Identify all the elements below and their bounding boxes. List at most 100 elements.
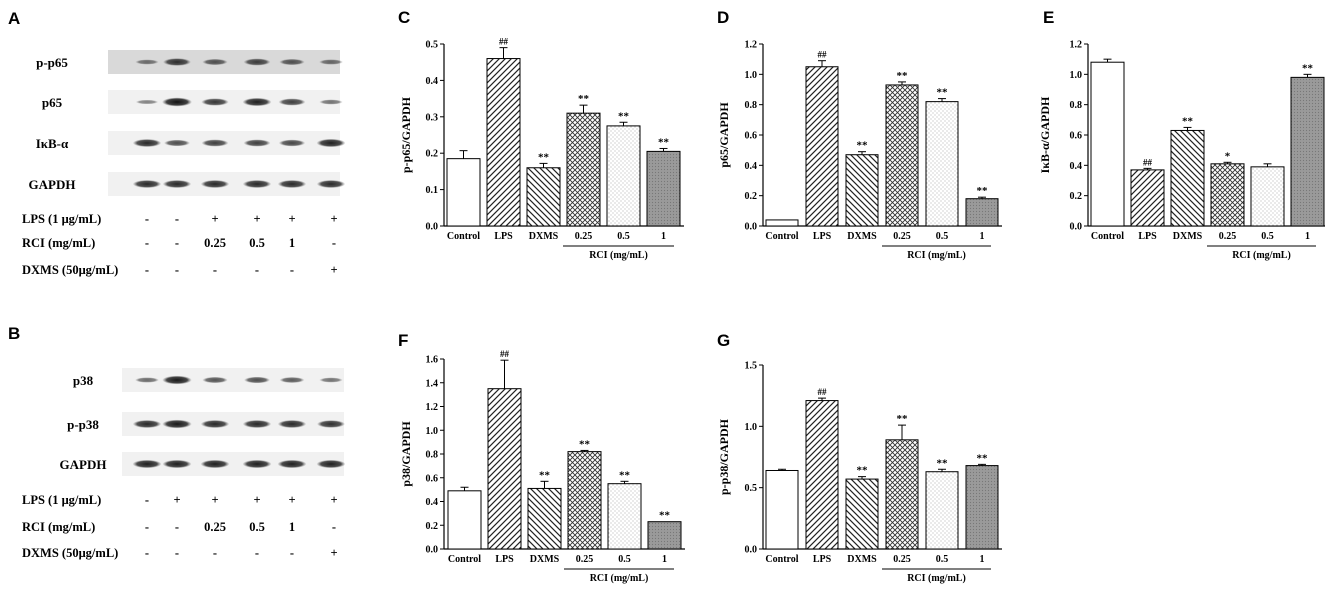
blot-label: p65 — [42, 95, 63, 110]
blot-band — [132, 419, 162, 429]
significance-label: ** — [857, 465, 869, 477]
bar — [447, 490, 482, 550]
bar — [1210, 163, 1245, 227]
significance-label: ## — [499, 37, 509, 47]
condition-value: - — [145, 546, 149, 560]
x-tick-label: 0.5 — [1261, 231, 1274, 242]
blot-band — [200, 419, 230, 429]
x-tick-label: Control — [448, 554, 481, 565]
y-tick-label: 0.5 — [426, 40, 439, 51]
condition-value: - — [175, 546, 179, 560]
panel-label-a: A — [8, 9, 20, 28]
bar — [885, 439, 919, 550]
x-tick-label: 1 — [980, 231, 985, 242]
significance-label: ** — [539, 469, 551, 481]
x-tick-label: LPS — [494, 231, 513, 242]
bar — [606, 125, 641, 227]
blot-band — [279, 58, 305, 66]
condition-value: - — [332, 236, 336, 250]
condition-value: - — [332, 520, 336, 534]
significance-label: ** — [538, 151, 550, 163]
bar — [805, 66, 839, 227]
blot-label: GAPDH — [60, 457, 107, 472]
significance-label: ** — [977, 185, 989, 197]
condition-value: 0.25 — [204, 236, 226, 250]
x-tick-label: LPS — [813, 231, 832, 242]
blot-band — [319, 59, 343, 65]
bar-chart-d: D 0.0 0.2 0.4 0.6 0.8 1.0 1.2 p65/GAPDH Control ##… — [717, 8, 1002, 261]
panel-label: F — [398, 331, 408, 350]
x-tick-label: 1 — [1305, 231, 1310, 242]
blot-band — [278, 98, 306, 106]
y-tick-label: 0.0 — [745, 545, 758, 556]
blot-label: p-p65 — [36, 55, 68, 70]
bar — [925, 471, 959, 550]
condition-label: LPS (1 μg/mL) — [22, 212, 101, 226]
bar-chart-c: C 0.0 0.1 0.2 0.3 0.4 0.5 p-p65/GAPDH Control ## L… — [398, 8, 684, 261]
bar — [487, 388, 522, 550]
panel-label-b: B — [8, 324, 20, 343]
y-axis-label: IκB-α/GAPDH — [1038, 96, 1052, 173]
x-tick-label: 1 — [661, 231, 666, 242]
bar — [646, 150, 681, 227]
blot-band — [243, 139, 271, 147]
x-tick-label: 1 — [662, 554, 667, 565]
blot-band — [162, 179, 192, 189]
condition-value: - — [175, 520, 179, 534]
blot-band — [163, 58, 191, 66]
blot-band — [135, 377, 159, 383]
bar-chart-g: G 0.0 0.5 1.0 1.5 p-p38/GAPDH Control ## LPS ** DX… — [717, 331, 1002, 584]
y-tick-label: 1.2 — [426, 402, 439, 413]
condition-value: + — [288, 212, 295, 226]
condition-value: + — [211, 212, 218, 226]
x-tick-label: LPS — [495, 554, 514, 565]
significance-label: ## — [1143, 157, 1153, 167]
y-tick-label: 1.0 — [1070, 70, 1083, 81]
y-tick-label: 0.4 — [426, 497, 439, 508]
bar — [845, 154, 879, 227]
condition-value: - — [290, 546, 294, 560]
bar — [965, 465, 999, 550]
bar — [765, 219, 799, 227]
blot-band — [200, 459, 230, 469]
bar — [1130, 169, 1165, 227]
y-tick-label: 0.4 — [745, 161, 758, 172]
bar — [765, 469, 799, 550]
condition-value: 0.5 — [249, 236, 265, 250]
x-tick-label: Control — [1091, 231, 1124, 242]
blot-band — [162, 97, 192, 107]
y-axis-label: p-p65/GAPDH — [399, 96, 413, 173]
y-tick-label: 0.5 — [745, 483, 758, 494]
x-tick-label: DXMS — [529, 231, 559, 242]
bar — [885, 84, 919, 227]
x-tick-label: DXMS — [847, 554, 877, 565]
bar — [526, 167, 561, 227]
y-tick-label: 0.8 — [426, 450, 439, 461]
blot-label: p-p38 — [67, 417, 99, 432]
y-axis-label: p65/GAPDH — [717, 102, 731, 168]
blot-band — [316, 179, 346, 189]
y-tick-label: 1.4 — [426, 378, 439, 389]
x-tick-label: 0.25 — [893, 231, 911, 242]
x-tick-label: 0.25 — [893, 554, 911, 565]
y-tick-label: 0.8 — [1070, 100, 1083, 111]
x-tick-label: Control — [447, 231, 480, 242]
blot-band — [243, 58, 271, 66]
condition-value: - — [145, 212, 149, 226]
y-tick-label: 0.8 — [745, 100, 758, 111]
y-tick-label: 0.6 — [745, 131, 758, 142]
x-tick-label: 0.25 — [1219, 231, 1237, 242]
y-tick-label: 0.0 — [426, 545, 439, 556]
blot-band — [135, 99, 159, 105]
group-label: RCI (mg/mL) — [590, 573, 649, 584]
condition-value: + — [330, 546, 337, 560]
x-tick-label: 0.25 — [576, 554, 594, 565]
blot-band — [162, 375, 192, 385]
bar — [965, 198, 999, 227]
blot-band — [277, 179, 307, 189]
x-tick-label: DXMS — [1173, 231, 1203, 242]
condition-label: LPS (1 μg/mL) — [22, 493, 101, 507]
panel-label: D — [717, 8, 729, 27]
significance-label: ** — [897, 70, 909, 82]
y-tick-label: 0.2 — [745, 191, 758, 202]
